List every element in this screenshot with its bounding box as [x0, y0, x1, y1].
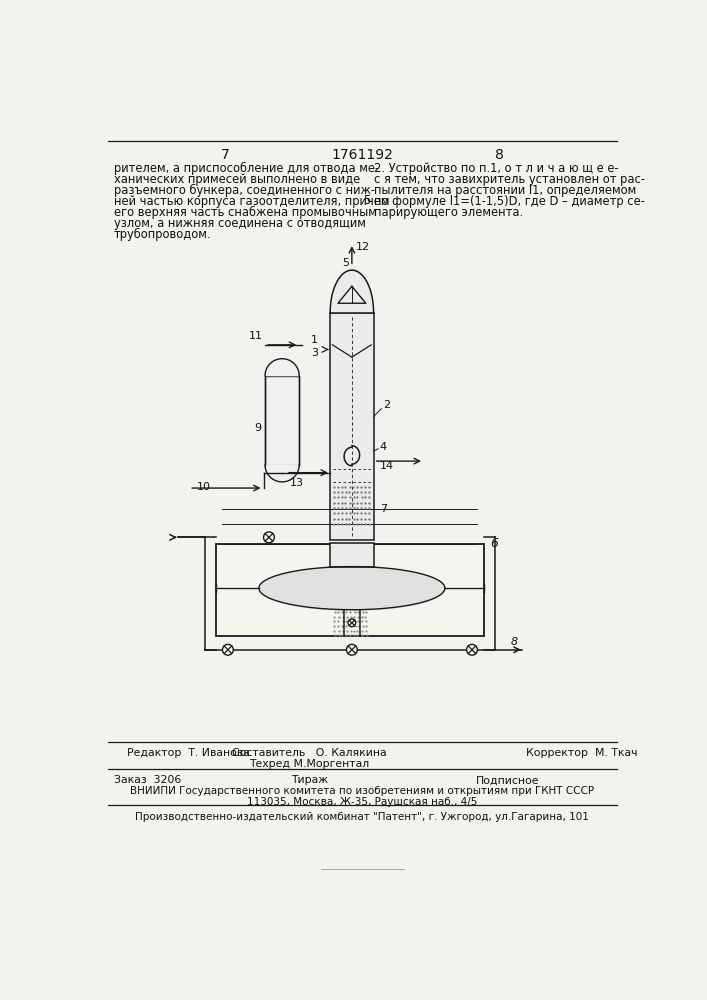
Polygon shape: [265, 465, 299, 482]
Text: 2: 2: [383, 400, 390, 410]
Text: 12: 12: [356, 242, 370, 252]
Text: 10: 10: [197, 482, 211, 492]
Text: ней частью корпуса газоотделителя, причем: ней частью корпуса газоотделителя, приче…: [114, 195, 390, 208]
Text: с я тем, что завихритель установлен от рас-: с я тем, что завихритель установлен от р…: [373, 173, 645, 186]
Text: 6: 6: [490, 537, 498, 550]
Text: 8: 8: [510, 637, 518, 647]
Text: 1: 1: [311, 335, 317, 345]
Text: 5: 5: [341, 258, 349, 268]
Text: по формуле l1=(1-1,5)D, где D – диаметр се-: по формуле l1=(1-1,5)D, где D – диаметр …: [373, 195, 645, 208]
Text: Корректор  М. Ткач: Корректор М. Ткач: [526, 748, 638, 758]
Text: 7: 7: [380, 504, 387, 514]
Text: ханических примесей выполнено в виде: ханических примесей выполнено в виде: [114, 173, 360, 186]
Circle shape: [467, 644, 477, 655]
Circle shape: [346, 644, 357, 655]
Polygon shape: [265, 359, 299, 376]
Text: 14: 14: [380, 461, 394, 471]
Bar: [330, 543, 373, 567]
Text: парирующего элемента.: парирующего элемента.: [373, 206, 522, 219]
Text: рителем, а приспособление для отвода ме-: рителем, а приспособление для отвода ме-: [114, 162, 379, 175]
Text: 5: 5: [363, 194, 370, 207]
Text: 11: 11: [249, 331, 263, 341]
Text: Редактор  Т. Иванова: Редактор Т. Иванова: [127, 748, 250, 758]
Polygon shape: [330, 270, 373, 312]
Bar: [265, 376, 299, 465]
Circle shape: [223, 644, 233, 655]
Text: 4: 4: [380, 442, 387, 452]
Text: пылителя на расстоянии l1, определяемом: пылителя на расстоянии l1, определяемом: [373, 184, 636, 197]
Text: Составитель   О. Калякина: Составитель О. Калякина: [232, 748, 387, 758]
Text: разъемного бункера, соединенного с ниж-: разъемного бункера, соединенного с ниж-: [114, 184, 375, 197]
Circle shape: [348, 619, 356, 627]
Text: 7: 7: [221, 148, 230, 162]
Text: 1761192: 1761192: [331, 148, 393, 162]
Text: Подписное: Подписное: [476, 775, 539, 785]
Text: его верхняя часть снабжена промывочным: его верхняя часть снабжена промывочным: [114, 206, 377, 219]
Text: 2. Устройство по п.1, о т л и ч а ю щ е е-: 2. Устройство по п.1, о т л и ч а ю щ е …: [373, 162, 618, 175]
Text: 9: 9: [254, 423, 261, 433]
Text: узлом, а нижняя соединена с отводящим: узлом, а нижняя соединена с отводящим: [114, 217, 366, 230]
Text: Производственно-издательский комбинат "Патент", г. Ужгород, ул.Гагарина, 101: Производственно-издательский комбинат "П…: [135, 812, 589, 822]
Text: 8: 8: [495, 148, 503, 162]
Bar: [216, 544, 484, 636]
Circle shape: [264, 532, 274, 543]
Text: Техред М.Моргентал: Техред М.Моргентал: [249, 759, 369, 769]
Text: Заказ  3206: Заказ 3206: [114, 775, 181, 785]
Bar: [330, 312, 373, 540]
Text: Тираж: Тираж: [291, 775, 328, 785]
Text: 113035, Москва, Ж-35, Раушская наб., 4/5: 113035, Москва, Ж-35, Раушская наб., 4/5: [247, 797, 477, 807]
Text: ВНИИПИ Государственного комитета по изобретениям и открытиям при ГКНТ СССР: ВНИИПИ Государственного комитета по изоб…: [130, 786, 594, 796]
Text: трубопроводом.: трубопроводом.: [114, 228, 211, 241]
Text: 3: 3: [311, 348, 317, 358]
Text: 13: 13: [290, 478, 304, 488]
